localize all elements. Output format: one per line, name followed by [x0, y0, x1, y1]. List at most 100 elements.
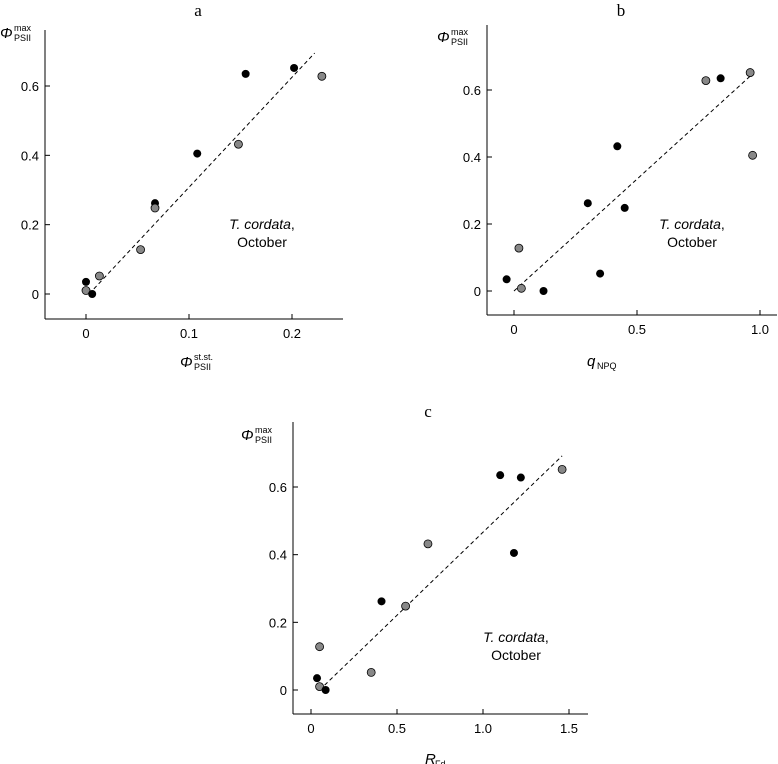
annotation-species: T. cordata [659, 216, 721, 232]
data-point [620, 203, 629, 212]
data-point [136, 245, 145, 255]
data-point [241, 69, 250, 78]
y-tick-label: 0.2 [21, 218, 39, 233]
data-point [514, 243, 524, 253]
y-axis-label-symbol: Φ [0, 25, 13, 42]
data-point [583, 199, 592, 208]
x-axis-label-symbol: q [587, 353, 596, 370]
x-tick-label: 0 [307, 721, 314, 736]
y-axis-label-superscript: max [451, 27, 469, 37]
annotation-comma: , [291, 216, 295, 232]
y-tick-label: 0.6 [21, 79, 39, 94]
x-tick-label: 1.5 [560, 721, 578, 736]
y-axis-label-subscript: PSII [451, 37, 468, 47]
y-tick-label: 0 [32, 287, 39, 302]
y-axis-label-symbol: Φ [437, 29, 450, 46]
y-tick-label: 0.4 [463, 150, 481, 165]
panel-letter: a [194, 1, 202, 20]
x-tick-label: 0.5 [388, 721, 406, 736]
annotation-species: T. cordata [483, 629, 545, 645]
data-point [516, 283, 526, 293]
data-point [81, 286, 91, 295]
panel-letter: c [424, 402, 432, 421]
y-tick-label: 0.4 [21, 148, 39, 163]
data-point [509, 548, 518, 557]
y-tick-label: 0 [280, 683, 287, 698]
data-point [313, 674, 322, 683]
x-axis-label-subscript: NPQ [597, 361, 617, 371]
x-tick-label: 0.1 [180, 326, 198, 341]
y-tick-label: 0.4 [269, 548, 287, 563]
data-point [401, 601, 411, 611]
regression-line [319, 455, 563, 691]
x-tick-label: 1.0 [474, 721, 492, 736]
x-axis-label-symbol: R [425, 751, 436, 764]
annotation-species: T. cordata [229, 216, 291, 232]
x-axis-label-superscript: st.st. [194, 352, 213, 362]
data-point [516, 473, 525, 482]
data-point [716, 74, 725, 83]
y-axis-label-symbol: Φ [241, 427, 254, 444]
x-axis-label: q [587, 353, 596, 370]
data-point [315, 642, 325, 652]
x-tick-label: 0 [510, 322, 517, 337]
y-tick-label: 0.6 [463, 83, 481, 98]
data-point [423, 539, 433, 549]
data-point [557, 465, 567, 474]
panel-letter: b [617, 1, 626, 20]
data-point [539, 287, 548, 295]
data-point [745, 68, 755, 77]
x-tick-label: 0 [82, 326, 89, 341]
annotation-month: October [237, 234, 287, 250]
x-tick-label: 1.0 [751, 322, 769, 337]
regression-line [513, 73, 753, 292]
data-point [613, 142, 622, 151]
y-tick-label: 0 [474, 284, 481, 299]
data-point [82, 277, 90, 286]
data-point [290, 63, 299, 72]
data-point [366, 668, 376, 677]
data-point [377, 597, 386, 606]
annotation-month: October [667, 234, 717, 250]
y-axis-label: Φ [437, 29, 450, 46]
data-point [496, 471, 505, 480]
annotation-comma: , [721, 216, 725, 232]
regression-line [88, 52, 316, 295]
x-tick-label: 0.5 [628, 322, 646, 337]
y-axis-label-superscript: max [14, 23, 32, 33]
annotation-species-line: T. cordata, [483, 629, 549, 645]
x-axis-label-subscript: PSII [194, 362, 211, 372]
data-point [150, 203, 160, 213]
y-axis-label: Φ [241, 427, 254, 444]
y-axis-label-superscript: max [255, 425, 273, 435]
y-tick-label: 0.6 [269, 480, 287, 495]
data-point [321, 686, 330, 694]
data-point [317, 71, 327, 81]
data-point [193, 149, 202, 158]
x-axis-label: Φ [180, 354, 193, 371]
x-axis-label-subscript: Fd [435, 759, 446, 764]
annotation-species-line: T. cordata, [659, 216, 725, 232]
data-point [748, 150, 758, 160]
y-axis-label: Φ [0, 25, 13, 42]
annotation-month: October [491, 647, 541, 663]
x-axis-label-symbol: Φ [180, 354, 193, 371]
annotation-species-line: T. cordata, [229, 216, 295, 232]
annotation-comma: , [545, 629, 549, 645]
y-axis-label-subscript: PSII [14, 33, 31, 43]
y-tick-label: 0.2 [269, 615, 287, 630]
data-point [234, 139, 243, 149]
y-tick-label: 0.2 [463, 217, 481, 232]
data-point [94, 271, 104, 281]
data-point [502, 275, 511, 284]
data-point [701, 76, 711, 86]
y-axis-label-subscript: PSII [255, 435, 272, 445]
x-axis-label: R [425, 751, 436, 764]
x-tick-label: 0.2 [283, 326, 301, 341]
data-point [88, 290, 97, 298]
data-point [596, 269, 605, 278]
